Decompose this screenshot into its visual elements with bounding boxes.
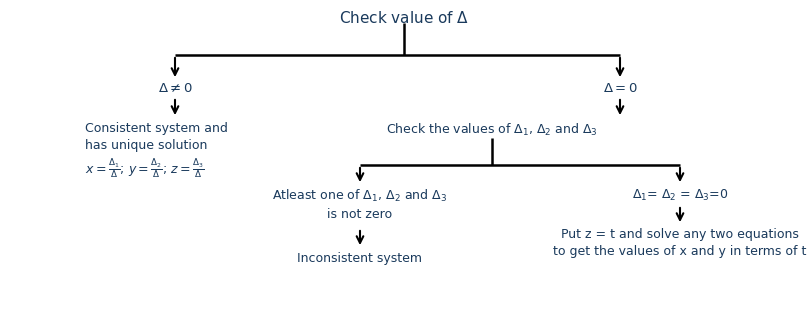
Text: $\Delta \neq 0$: $\Delta \neq 0$ [158, 82, 193, 95]
Text: Check the values of $\Delta_1$, $\Delta_2$ and $\Delta_3$: Check the values of $\Delta_1$, $\Delta_… [386, 122, 598, 138]
Text: Check value of $\Delta$: Check value of $\Delta$ [339, 10, 469, 26]
Text: $\Delta = 0$: $\Delta = 0$ [603, 82, 637, 95]
Text: Put z = t and solve any two equations
to get the values of x and y in terms of t: Put z = t and solve any two equations to… [553, 228, 807, 258]
Text: Inconsistent system: Inconsistent system [298, 252, 422, 265]
Text: $x = \frac{\Delta_1}{\Delta}$; $y = \frac{\Delta_2}{\Delta}$; $z = \frac{\Delta_: $x = \frac{\Delta_1}{\Delta}$; $y = \fra… [85, 158, 205, 181]
Text: Consistent system and
has unique solution: Consistent system and has unique solutio… [85, 122, 228, 152]
Text: $\Delta_1$= $\Delta_2$ = $\Delta_3$=0: $\Delta_1$= $\Delta_2$ = $\Delta_3$=0 [632, 188, 728, 203]
Text: Atleast one of $\Delta_1$, $\Delta_2$ and $\Delta_3$
is not zero: Atleast one of $\Delta_1$, $\Delta_2$ an… [273, 188, 447, 221]
